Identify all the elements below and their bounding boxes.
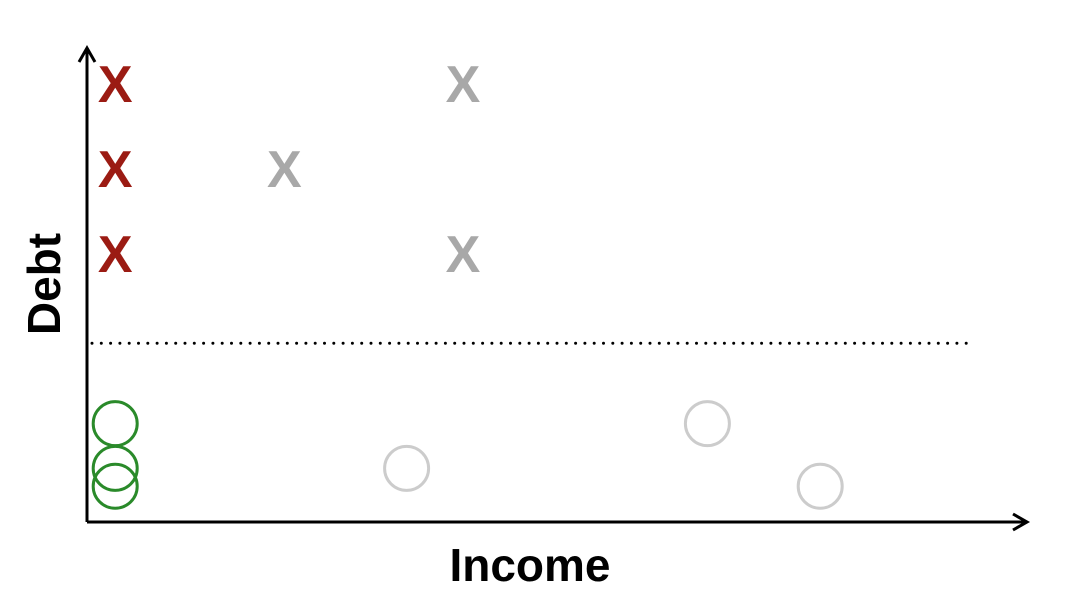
muted-circle-marker-0 bbox=[383, 444, 431, 492]
y-axis-title: Debt bbox=[18, 233, 70, 335]
highlight-circle-marker-1 bbox=[91, 444, 139, 492]
muted-x-marker-1: X bbox=[446, 56, 481, 114]
highlight-x-marker-2: X bbox=[98, 226, 133, 284]
axes bbox=[77, 44, 1031, 532]
x-axis-title: Income bbox=[449, 539, 610, 591]
muted-x-marker-0: X bbox=[267, 141, 302, 199]
highlight-circle-marker-2 bbox=[91, 462, 139, 510]
muted-circle-marker-1 bbox=[683, 400, 731, 448]
highlight-x-marker-0: X bbox=[98, 56, 133, 114]
muted-circle-marker-2 bbox=[796, 462, 844, 510]
highlight-circle-marker-0 bbox=[91, 400, 139, 448]
highlight-x-marker-1: X bbox=[98, 141, 133, 199]
x-axis-arrowhead bbox=[1012, 512, 1031, 532]
y-axis-arrowhead bbox=[77, 44, 97, 63]
muted-x-marker-2: X bbox=[446, 226, 481, 284]
